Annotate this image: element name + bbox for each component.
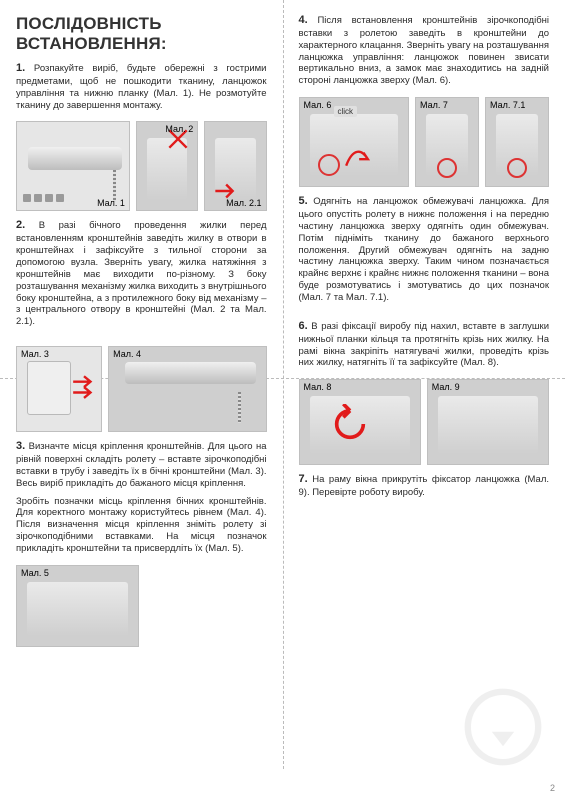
spacer-2 [299, 310, 550, 320]
step-1-num: 1. [16, 62, 25, 74]
roller-shape [28, 147, 122, 170]
rotate-arrow-icon [330, 404, 370, 444]
figure-6-label: Мал. 6 [304, 100, 332, 110]
page-number: 2 [550, 783, 555, 793]
step-5-num: 5. [299, 195, 308, 207]
detail-circle-icon-3 [507, 158, 527, 178]
bracket-icon [27, 361, 71, 415]
figure-5: Мал. 5 [16, 565, 139, 647]
vertical-divider [283, 0, 284, 769]
figure-2-label: Мал. 2 [165, 124, 193, 134]
step-4-body: Після встановлення кронштейнів зірочкопо… [299, 15, 550, 86]
fig-row-5: Мал. 8 Мал. 9 [299, 379, 550, 465]
right-column: 4. Після встановлення кронштейнів зірочк… [283, 0, 565, 799]
step-7-text: 7. На раму вікна прикрутіть фіксатор лан… [299, 473, 550, 499]
figure-4: Мал. 4 [108, 346, 266, 432]
curve-arrow-icon [344, 144, 370, 170]
hardware-icons [23, 194, 64, 202]
watermark-icon [463, 687, 543, 767]
mount-shape-8 [438, 396, 538, 454]
step-7-body: На раму вікна прикрутіть фіксатор ланцюж… [299, 474, 550, 498]
figure-3: Мал. 3 [16, 346, 102, 432]
figure-3-label: Мал. 3 [21, 349, 49, 359]
page: ПОСЛІДОВНІСТЬ ВСТАНОВЛЕННЯ: 1. Розпакуйт… [0, 0, 565, 799]
figure-9-label: Мал. 9 [432, 382, 460, 392]
figure-9: Мал. 9 [427, 379, 549, 465]
step-6-num: 6. [299, 320, 308, 332]
step-5-text: 5. Одягніть на ланцюжок обмежувачі ланцю… [299, 195, 550, 304]
step-7-num: 7. [299, 473, 308, 485]
figure-1-label: Мал. 1 [97, 198, 125, 208]
figure-6: click Мал. 6 [299, 97, 410, 187]
figure-4-label: Мал. 4 [113, 349, 141, 359]
double-arrow-icon [71, 373, 97, 399]
fig-row-2: Мал. 3 Мал. 4 [16, 346, 267, 432]
figure-2-1-label: Мал. 2.1 [226, 198, 261, 208]
figure-2-1: Мал. 2.1 [204, 121, 266, 211]
figure-7: Мал. 7 [415, 97, 479, 187]
roller-shape-2 [125, 362, 256, 384]
fig-row-3: Мал. 5 [16, 565, 267, 647]
step-2-body: В разі бічного проведення жилки перед вс… [16, 220, 267, 327]
fig-row-1: Мал. 1 Мал. 2 Мал. 2.1 [16, 121, 267, 211]
figure-7-label: Мал. 7 [420, 100, 448, 110]
chain-shape-2 [238, 392, 241, 422]
step-3b-text: Зробіть позначки місць кріплення бічних … [16, 496, 267, 555]
step-4-text: 4. Після встановлення кронштейнів зірочк… [299, 14, 550, 87]
page-title: ПОСЛІДОВНІСТЬ ВСТАНОВЛЕННЯ: [16, 14, 267, 54]
left-column: ПОСЛІДОВНІСТЬ ВСТАНОВЛЕННЯ: 1. Розпакуйт… [0, 0, 283, 799]
detail-circle-icon-2 [437, 158, 457, 178]
step-3-num: 3. [16, 440, 25, 452]
spacer [16, 334, 267, 342]
figure-7-1: Мал. 7.1 [485, 97, 549, 187]
step-1-body: Розпакуйте виріб, будьте обережні з гост… [16, 63, 267, 111]
figure-8: Мал. 8 [299, 379, 421, 465]
step-2-text: 2. В разі бічного проведення жилки перед… [16, 219, 267, 328]
step-6-body: В разі фіксації виробу під нахил, вставт… [299, 321, 550, 369]
step-2-num: 2. [16, 219, 25, 231]
step-3-body: Визначте місця кріплення кронштейнів. Дл… [16, 441, 267, 489]
figure-8-label: Мал. 8 [304, 382, 332, 392]
figure-2: Мал. 2 [136, 121, 198, 211]
step-6-text: 6. В разі фіксації виробу під нахил, вст… [299, 320, 550, 369]
detail-circle-icon [318, 154, 340, 176]
figure-7-1-label: Мал. 7.1 [490, 100, 525, 110]
figure-1: Мал. 1 [16, 121, 130, 211]
figure-5-label: Мал. 5 [21, 568, 49, 578]
mount-shape-3 [27, 582, 128, 636]
fig-row-4: click Мал. 6 Мал. 7 Мал. 7.1 [299, 97, 550, 187]
empty-space [145, 565, 266, 647]
chain-shape [113, 170, 116, 202]
step-5-body: Одягніть на ланцюжок обмежувачі ланцюжка… [299, 196, 550, 303]
step-4-num: 4. [299, 14, 308, 26]
step-3-text: 3. Визначте місця кріплення кронштейнів.… [16, 440, 267, 489]
step-1-text: 1. Розпакуйте виріб, будьте обережні з г… [16, 62, 267, 111]
click-label: click [334, 106, 358, 117]
